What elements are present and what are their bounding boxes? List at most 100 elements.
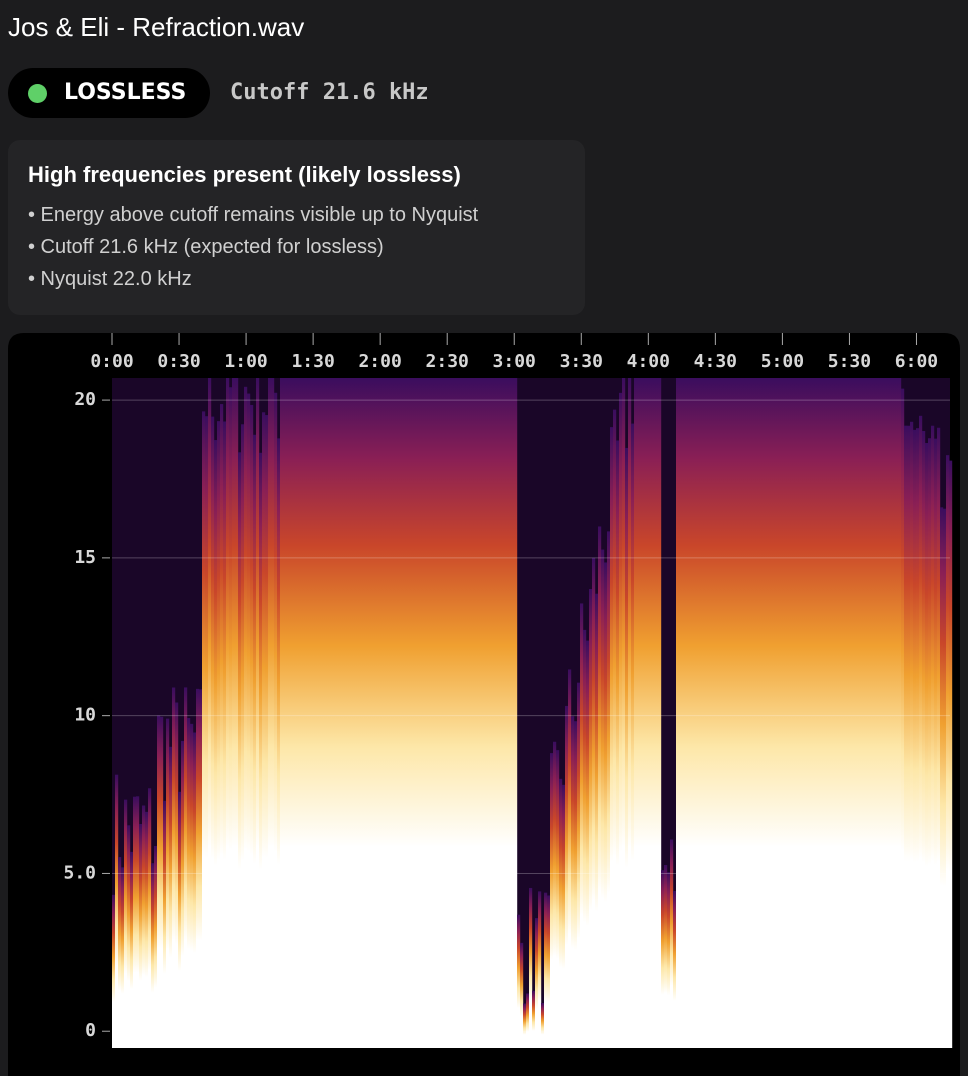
spectrum-column [217, 421, 221, 1049]
spectrum-column [181, 740, 185, 1048]
spectrum-column [718, 378, 722, 1048]
spectrum-column [244, 386, 248, 1048]
spectrum-column [625, 447, 629, 1048]
spectrum-column [361, 378, 365, 1048]
spectrum-column [523, 1003, 527, 1048]
spectrum-column [184, 687, 188, 1048]
spectrum-column [643, 378, 647, 1048]
cutoff-label: Cutoff 21.6 kHz [230, 80, 429, 105]
spectrum-column [739, 378, 743, 1048]
info-panel: High frequencies present (likely lossles… [8, 140, 585, 315]
spectrum-column [340, 378, 344, 1048]
spectrum-column [511, 378, 515, 1048]
spectrum-column [133, 796, 137, 1048]
spectrum-column [256, 378, 260, 1048]
spectrum-column [859, 378, 863, 1048]
spectrum-column [661, 870, 665, 1048]
spectrum-column [847, 378, 851, 1048]
spectrum-column [922, 430, 926, 1049]
spectrum-column [763, 378, 767, 1048]
spectrum-column [712, 378, 716, 1048]
spectrum-column [319, 378, 323, 1048]
spectrum-column [607, 531, 611, 1048]
spectrum-column [496, 378, 500, 1048]
spectrum-column [415, 378, 419, 1048]
x-tick-label: 4:00 [627, 351, 670, 372]
x-tick-label: 3:00 [493, 351, 536, 372]
spectrum-column [589, 589, 593, 1048]
spectrum-column [391, 378, 395, 1048]
spectrum-column [916, 428, 920, 1049]
spectrum-column [394, 378, 398, 1048]
spectrum-column [172, 687, 176, 1048]
spectrum-column [556, 750, 560, 1048]
spectrum-column [118, 857, 122, 1048]
spectrum-column [733, 378, 737, 1048]
spectrum-column [139, 823, 143, 1048]
spectrum-column [754, 378, 758, 1048]
spectrum-column [898, 378, 902, 1048]
x-tick-label: 0:30 [157, 351, 200, 372]
spectrum-column [127, 825, 131, 1048]
spectrum-column [472, 378, 476, 1048]
file-title: Jos & Eli - Refraction.wav [8, 12, 305, 42]
spectrum-column [358, 378, 362, 1048]
spectrum-column [532, 990, 536, 1048]
spectrum-column [382, 378, 386, 1048]
bullet: • Cutoff 21.6 kHz (expected for lossless… [28, 236, 384, 258]
spectrum-column [400, 378, 404, 1048]
spectrum-column [829, 378, 833, 1048]
spectrum-column [175, 702, 179, 1048]
spectrum-column [376, 378, 380, 1048]
y-tick-label: 20 [74, 389, 96, 410]
spectrum-column [598, 526, 602, 1048]
spectrum-column [490, 378, 494, 1048]
spectrum-column [700, 378, 704, 1048]
spectrum-column [460, 378, 464, 1048]
spectrum-column [409, 378, 413, 1048]
spectrum-column [187, 718, 191, 1048]
spectrum-column [463, 378, 467, 1048]
spectrum-column [337, 378, 341, 1048]
spectrum-column [442, 378, 446, 1048]
spectrum-column [250, 404, 254, 1048]
spectrum-column [373, 378, 377, 1048]
x-tick-label: 4:30 [694, 351, 737, 372]
spectrum-column [676, 378, 680, 1048]
spectrum-column [640, 378, 644, 1048]
spectrum-column [826, 378, 830, 1048]
spectrum-column [706, 378, 710, 1048]
x-tick-label: 1:30 [291, 351, 334, 372]
spectrum-column [169, 746, 173, 1048]
spectrum-column [280, 378, 284, 1048]
spectrum-column [451, 378, 455, 1048]
spectrum-column [856, 378, 860, 1048]
spectrum-column [289, 378, 293, 1048]
spectrum-column [622, 378, 626, 1048]
spectrum-column [145, 811, 149, 1048]
spectrum-column [892, 378, 896, 1048]
spectrum-column [697, 378, 701, 1048]
spectrum-column [454, 378, 458, 1048]
spectrum-column [877, 378, 881, 1048]
spectrum-column [841, 378, 845, 1048]
spectrum-column [616, 440, 620, 1048]
x-tick-label: 3:30 [560, 351, 603, 372]
spectrum-column [889, 378, 893, 1048]
spectrum-column [937, 427, 941, 1048]
spectrum-column [214, 440, 218, 1048]
spectrum-column [862, 378, 866, 1048]
spectrogram: 0 5.0 10 15 20 0:00 0:30 1:00 1:30 2:00 2:30 3:00 3:… [8, 333, 960, 1076]
spectrum-column [553, 741, 557, 1048]
spectrum-column [568, 669, 572, 1048]
spectrum-column [541, 1003, 545, 1048]
spectrum-column [412, 378, 416, 1048]
spectrum-column [205, 416, 209, 1048]
y-tick-label: 15 [74, 547, 96, 568]
spectrum-column [781, 378, 785, 1048]
spectrum-column [619, 392, 623, 1048]
spectrum-column [823, 378, 827, 1048]
spectrum-column [283, 378, 287, 1048]
spectrum-column [778, 378, 782, 1048]
spectrum-column [379, 378, 383, 1048]
